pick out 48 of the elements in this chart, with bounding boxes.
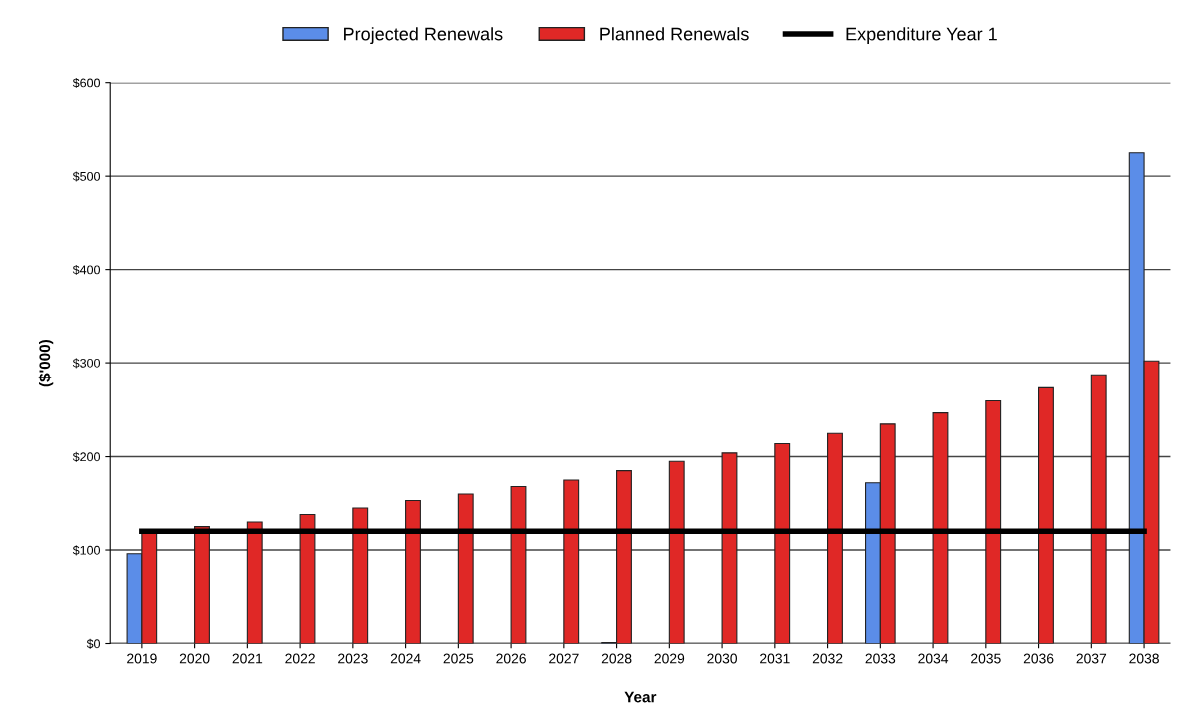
legend-label: Planned Renewals (600, 27, 749, 41)
y-tick-label: $300 (72, 358, 101, 369)
bar (1090, 374, 1107, 644)
x-tick-label: 2025 (443, 653, 474, 664)
bar (510, 485, 527, 644)
bar (246, 521, 263, 644)
x-axis-title: Year (624, 691, 657, 703)
legend-label: Expenditure Year 1 (846, 27, 997, 44)
x-tick-label: 2027 (549, 653, 579, 664)
x-tick-label: 2026 (496, 653, 526, 664)
bar (985, 399, 1002, 644)
bar (563, 479, 580, 644)
bar (194, 526, 210, 644)
x-tick-label: 2028 (601, 653, 632, 664)
y-tick-label: $500 (72, 171, 101, 182)
bar (668, 460, 685, 644)
bar (774, 442, 791, 644)
x-tick-label: 2034 (918, 653, 949, 664)
x-tick-label: 2038 (1129, 653, 1159, 664)
bar (721, 452, 738, 644)
bar (457, 493, 474, 644)
x-tick-label: 2023 (338, 653, 368, 664)
y-tick-label: $600 (72, 77, 101, 89)
y-tick-label: $0 (86, 638, 101, 649)
x-tick-label: 2032 (812, 653, 843, 664)
bar (352, 507, 369, 644)
x-tick-label: 2035 (971, 653, 1001, 664)
x-tick-label: 2019 (127, 653, 157, 664)
y-tick-label: $200 (72, 451, 101, 462)
bar (932, 412, 949, 644)
x-tick-label: 2020 (179, 653, 210, 664)
x-tick-label: 2031 (760, 653, 790, 664)
x-tick-label: 2030 (707, 653, 737, 664)
bar (1038, 386, 1054, 644)
x-tick-label: 2037 (1076, 653, 1107, 664)
bar (827, 432, 843, 644)
x-tick-label: 2033 (865, 653, 896, 664)
legend-label: Projected Renewals (344, 27, 503, 44)
x-tick-label: 2024 (390, 653, 421, 664)
bar (405, 499, 421, 644)
x-tick-label: 2022 (285, 653, 315, 664)
y-tick-label: $100 (72, 545, 101, 556)
bar (299, 513, 316, 644)
y-axis-title: ($'000) (38, 339, 54, 387)
x-tick-label: 2036 (1023, 653, 1054, 664)
x-tick-label: 2029 (654, 653, 685, 664)
x-tick-label: 2021 (232, 653, 263, 664)
y-tick-label: $400 (72, 264, 101, 276)
